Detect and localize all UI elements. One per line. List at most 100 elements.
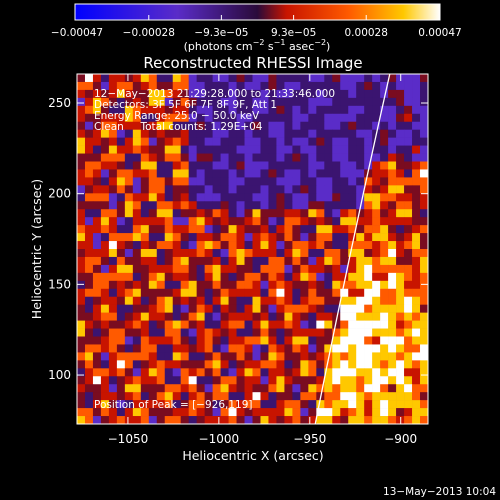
heatmap-cell bbox=[236, 74, 245, 83]
heatmap-cell bbox=[292, 384, 301, 393]
heatmap-cell bbox=[308, 296, 317, 305]
heatmap-cell bbox=[84, 376, 94, 385]
heatmap-cell bbox=[284, 392, 293, 401]
heatmap-cell bbox=[332, 304, 341, 313]
heatmap-cell bbox=[172, 320, 182, 329]
heatmap-cell bbox=[180, 193, 189, 202]
heatmap-cell bbox=[92, 113, 102, 123]
heatmap-cell bbox=[252, 153, 261, 162]
colorbar-tick-label: −9.3e−05 bbox=[194, 27, 248, 39]
heatmap-cell bbox=[124, 400, 134, 409]
heatmap-cell bbox=[420, 209, 428, 218]
heatmap-cell bbox=[156, 320, 166, 329]
heatmap-cell bbox=[164, 280, 174, 290]
heatmap-cell bbox=[164, 121, 174, 130]
heatmap-cell bbox=[332, 376, 341, 385]
heatmap-cell bbox=[77, 225, 86, 234]
heatmap-cell bbox=[92, 225, 102, 234]
heatmap-cell bbox=[388, 368, 397, 377]
heatmap-cell bbox=[172, 233, 182, 242]
heatmap-cell bbox=[388, 376, 397, 385]
heatmap-cell bbox=[116, 376, 126, 385]
y-tick-label: 100 bbox=[48, 368, 71, 382]
heatmap-cell bbox=[412, 225, 421, 234]
heatmap-cell bbox=[396, 336, 405, 345]
heatmap-cell bbox=[380, 169, 389, 178]
heatmap-cell bbox=[188, 217, 197, 226]
heatmap-cell bbox=[300, 74, 309, 83]
heatmap-cell bbox=[156, 161, 166, 170]
heatmap-cell bbox=[252, 217, 261, 226]
heatmap-cell bbox=[236, 400, 245, 409]
heatmap-cell bbox=[132, 249, 142, 258]
heatmap-cell bbox=[268, 113, 277, 123]
heatmap-cell bbox=[404, 304, 413, 313]
heatmap-cell bbox=[212, 209, 221, 218]
heatmap-cell bbox=[340, 320, 349, 329]
heatmap-cell bbox=[188, 81, 197, 91]
heatmap-cell bbox=[380, 249, 389, 258]
heatmap-cell bbox=[276, 288, 285, 298]
heatmap-cell bbox=[252, 209, 261, 218]
heatmap-cell bbox=[244, 392, 253, 401]
heatmap-cell bbox=[300, 320, 309, 329]
heatmap-cell bbox=[196, 328, 205, 337]
heatmap-cell bbox=[92, 328, 102, 337]
heatmap-cell bbox=[236, 384, 245, 393]
heatmap-cell bbox=[268, 145, 277, 154]
heatmap-cell bbox=[236, 272, 245, 282]
heatmap-cell bbox=[236, 129, 245, 138]
heatmap-cell bbox=[340, 153, 349, 162]
heatmap-cell bbox=[204, 408, 213, 417]
heatmap-cell bbox=[156, 241, 166, 250]
heatmap-cell bbox=[116, 296, 126, 305]
heatmap-cell bbox=[148, 137, 158, 146]
heatmap-cell bbox=[196, 336, 205, 345]
heatmap-cell bbox=[388, 209, 397, 218]
heatmap-cell bbox=[148, 225, 158, 234]
heatmap-cell bbox=[364, 177, 373, 186]
heatmap-cell bbox=[204, 105, 213, 115]
heatmap-cell bbox=[276, 185, 285, 194]
heatmap-cell bbox=[396, 312, 405, 321]
heatmap-cell bbox=[100, 233, 110, 242]
heatmap-cell bbox=[268, 153, 277, 162]
heatmap-cell bbox=[204, 296, 213, 305]
heatmap-cell bbox=[332, 312, 341, 321]
heatmap-cell bbox=[124, 320, 134, 329]
heatmap-cell bbox=[108, 312, 118, 321]
heatmap-cell bbox=[180, 408, 189, 417]
heatmap-cell bbox=[108, 416, 118, 424]
heatmap-cell bbox=[332, 113, 341, 123]
heatmap-cell bbox=[388, 225, 397, 234]
heatmap-cell bbox=[380, 193, 389, 202]
heatmap-cell bbox=[164, 408, 174, 417]
heatmap-cell bbox=[308, 89, 317, 99]
heatmap-cell bbox=[228, 233, 237, 242]
heatmap-cell bbox=[260, 400, 269, 409]
heatmap-cell bbox=[308, 193, 317, 202]
heatmap-cell bbox=[308, 272, 317, 282]
heatmap-cell bbox=[308, 384, 317, 393]
heatmap-cell bbox=[372, 177, 381, 186]
heatmap-cell bbox=[164, 352, 174, 361]
heatmap-cell bbox=[308, 209, 317, 218]
heatmap-cell bbox=[412, 264, 421, 274]
heatmap-cell bbox=[116, 400, 126, 409]
heatmap-cell bbox=[244, 328, 253, 337]
heatmap-cell bbox=[420, 376, 428, 385]
x-tick-label: −1050 bbox=[108, 432, 149, 446]
heatmap-cell bbox=[332, 74, 341, 83]
heatmap-cell bbox=[84, 89, 94, 99]
heatmap-cell bbox=[164, 137, 174, 146]
heatmap-cell bbox=[220, 193, 229, 202]
heatmap-cell bbox=[132, 217, 142, 226]
heatmap-cell bbox=[268, 272, 277, 282]
heatmap-cell bbox=[156, 400, 166, 409]
heatmap-cell bbox=[380, 288, 389, 298]
heatmap-cell bbox=[380, 209, 389, 218]
heatmap-cell bbox=[164, 241, 174, 250]
heatmap-cell bbox=[412, 360, 421, 369]
heatmap-cell bbox=[77, 113, 86, 123]
heatmap-cell bbox=[172, 185, 182, 194]
